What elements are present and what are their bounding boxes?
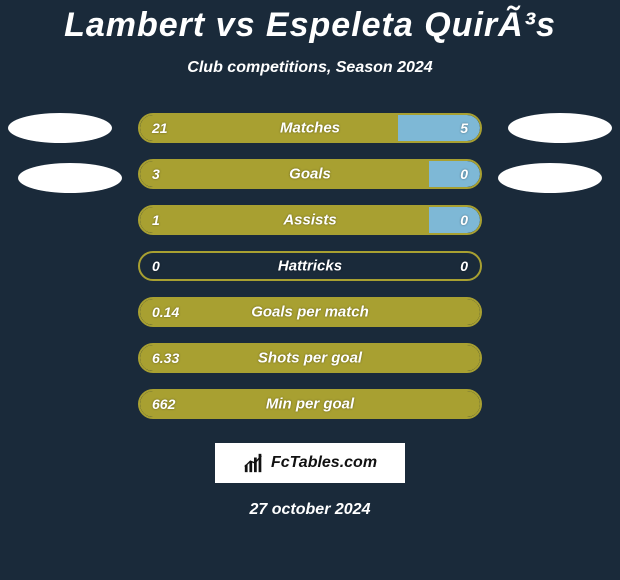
page-subtitle: Club competitions, Season 2024 — [0, 59, 620, 77]
stat-row: 662Min per goal — [138, 389, 482, 419]
stat-row: 30Goals — [138, 159, 482, 189]
stat-row: 215Matches — [138, 113, 482, 143]
comparison-chart: 215Matches 30Goals 10Assists 00Hattricks 0.1… — [0, 113, 620, 419]
stat-label: Hattricks — [140, 258, 480, 275]
player-photo-placeholder — [8, 113, 112, 143]
stat-label: Assists — [140, 212, 480, 229]
stat-label: Min per goal — [140, 396, 480, 413]
stat-label: Matches — [140, 120, 480, 137]
stat-row: 0.14Goals per match — [138, 297, 482, 327]
page-title: Lambert vs Espeleta QuirÃ³s — [0, 0, 620, 45]
stat-row: 00Hattricks — [138, 251, 482, 281]
stat-label: Goals — [140, 166, 480, 183]
player-photo-placeholder — [18, 163, 122, 193]
fctables-logo-icon — [243, 452, 265, 474]
player-photo-placeholder — [498, 163, 602, 193]
page-date: 27 october 2024 — [0, 501, 620, 519]
stat-label: Goals per match — [140, 304, 480, 321]
stat-row: 10Assists — [138, 205, 482, 235]
player-photo-placeholder — [508, 113, 612, 143]
brand-footer: FcTables.com — [215, 443, 405, 483]
stat-label: Shots per goal — [140, 350, 480, 367]
brand-text: FcTables.com — [271, 454, 377, 472]
stat-row: 6.33Shots per goal — [138, 343, 482, 373]
